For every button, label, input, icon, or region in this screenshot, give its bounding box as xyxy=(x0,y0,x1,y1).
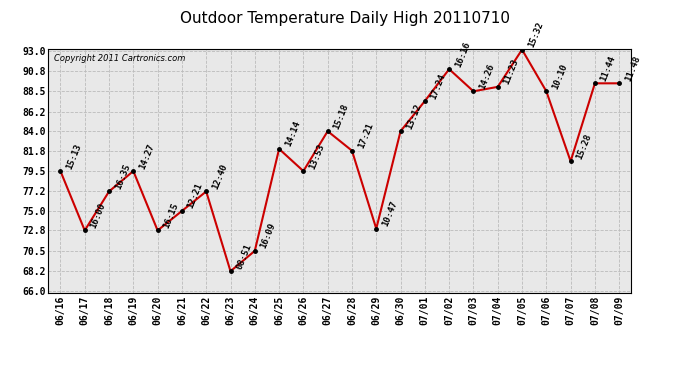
Text: 13:12: 13:12 xyxy=(405,102,423,130)
Text: 17:24: 17:24 xyxy=(429,72,447,100)
Text: 16:15: 16:15 xyxy=(161,201,180,229)
Text: 16:09: 16:09 xyxy=(259,222,277,250)
Text: 14:27: 14:27 xyxy=(137,142,156,170)
Text: 15:18: 15:18 xyxy=(332,102,351,130)
Text: 10:10: 10:10 xyxy=(551,62,569,90)
Text: 11:23: 11:23 xyxy=(502,58,520,86)
Text: 16:35: 16:35 xyxy=(113,162,132,190)
Text: 15:13: 15:13 xyxy=(65,142,83,170)
Text: 17:21: 17:21 xyxy=(356,122,375,150)
Text: 12:21: 12:21 xyxy=(186,182,204,210)
Text: 11:48: 11:48 xyxy=(623,54,642,82)
Text: 14:26: 14:26 xyxy=(477,62,496,90)
Text: 12:40: 12:40 xyxy=(210,162,229,190)
Text: 15:32: 15:32 xyxy=(526,21,544,49)
Text: 10:47: 10:47 xyxy=(380,200,399,228)
Text: 16:00: 16:00 xyxy=(89,201,108,229)
Text: 15:28: 15:28 xyxy=(575,132,593,160)
Text: 13:53: 13:53 xyxy=(308,142,326,170)
Text: Outdoor Temperature Daily High 20110710: Outdoor Temperature Daily High 20110710 xyxy=(180,11,510,26)
Text: 11:44: 11:44 xyxy=(599,54,618,82)
Text: Copyright 2011 Cartronics.com: Copyright 2011 Cartronics.com xyxy=(54,54,186,63)
Text: 16:16: 16:16 xyxy=(453,40,472,68)
Text: 14:14: 14:14 xyxy=(284,120,302,148)
Text: 08:51: 08:51 xyxy=(235,242,253,270)
